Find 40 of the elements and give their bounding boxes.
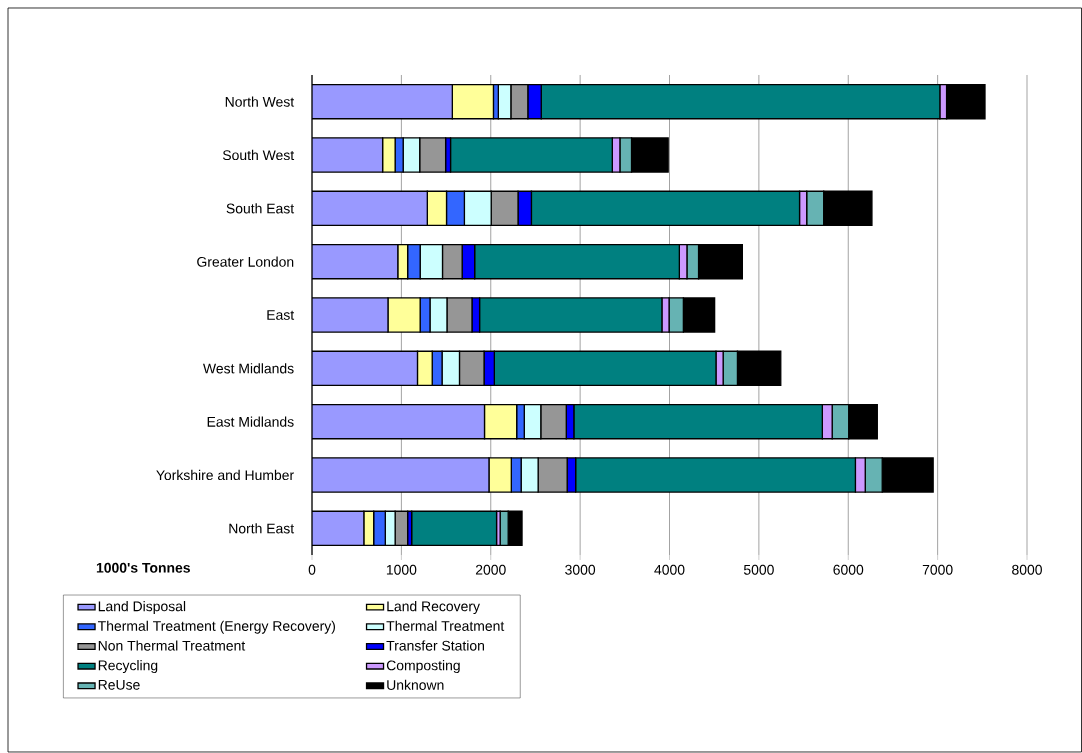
y-tick-label: South West [222,149,295,161]
legend-label: Land Disposal [98,601,186,615]
legend-label: ReUse [98,680,140,690]
y-tick-label: North West [225,96,295,107]
legend-label: Land Recovery [387,601,480,615]
bar [312,510,365,547]
bar [312,137,384,173]
bar [312,297,389,333]
legend-label: Recycling [98,660,158,674]
legend-label: Unknown [387,679,444,690]
bar [312,350,419,387]
y-tick-label: Greater London [197,256,294,267]
x-tick-label: 3000 [565,564,596,575]
y-tick-label: Yorkshire and Humber [156,469,294,481]
x-tick-label: 8000 [1012,564,1042,575]
y-tick-label: East [267,310,295,320]
bar [945,83,986,120]
x-tick-label: 0 [308,564,316,575]
y-tick-label: North East [229,523,295,534]
x-axis-title: 1000's Tonnes [96,562,190,573]
y-tick-label: South East [226,203,295,214]
legend-label: Non Thermal Treatment [98,640,246,651]
legend-label: Thermal Treatment (Energy Recovery) [98,620,335,634]
y-tick-label: West Midlands [203,363,294,374]
bar [312,403,486,440]
x-tick-label: 6000 [833,564,864,575]
bar [312,83,453,120]
bar [411,510,498,547]
legend-label: Transfer Station [386,640,484,651]
bar [312,457,490,493]
x-tick-label: 7000 [922,564,953,575]
legend-label: Thermal Treatment [386,620,505,631]
x-tick-label: 1000 [386,564,417,575]
y-tick-label: East Midlands [207,416,294,427]
legend-label: Composting [386,660,460,674]
x-tick-label: 4000 [654,564,685,575]
x-tick-label: 5000 [743,564,774,575]
bar [312,190,428,227]
bar [312,243,399,280]
x-tick-label: 2000 [475,564,506,575]
